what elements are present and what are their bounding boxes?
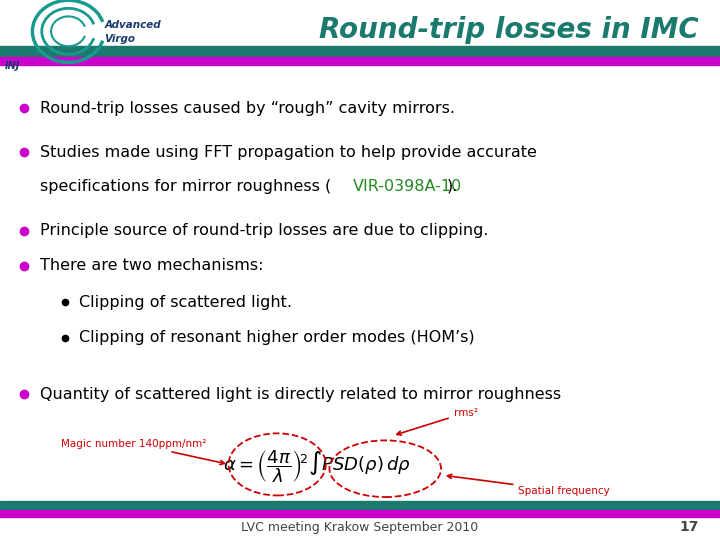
Text: LVC meeting Krakow September 2010: LVC meeting Krakow September 2010 bbox=[241, 521, 479, 534]
Text: Clipping of resonant higher order modes (HOM’s): Clipping of resonant higher order modes … bbox=[79, 330, 474, 345]
Text: Round-trip losses in IMC: Round-trip losses in IMC bbox=[319, 16, 698, 44]
Text: Virgo: Virgo bbox=[104, 34, 135, 44]
Text: Clipping of scattered light.: Clipping of scattered light. bbox=[79, 295, 292, 310]
Text: rms²: rms² bbox=[397, 408, 477, 435]
Text: INJ: INJ bbox=[5, 61, 20, 71]
Text: Principle source of round-trip losses are due to clipping.: Principle source of round-trip losses ar… bbox=[40, 223, 488, 238]
Text: Advanced: Advanced bbox=[104, 20, 161, 30]
Bar bbox=[0, 57, 720, 65]
Text: Magic number 140ppm/nm²: Magic number 140ppm/nm² bbox=[61, 438, 225, 464]
Text: Quantity of scattered light is directly related to mirror roughness: Quantity of scattered light is directly … bbox=[40, 387, 561, 402]
Text: Round-trip losses caused by “rough” cavity mirrors.: Round-trip losses caused by “rough” cavi… bbox=[40, 100, 454, 116]
Bar bbox=[0, 510, 720, 517]
Text: ).: ). bbox=[446, 179, 458, 194]
Text: 17: 17 bbox=[679, 520, 698, 534]
Text: $\alpha = \left(\dfrac{4\pi}{\lambda}\right)^{\!2} \int PSD(\rho)\,d\rho$: $\alpha = \left(\dfrac{4\pi}{\lambda}\ri… bbox=[223, 449, 410, 485]
Text: There are two mechanisms:: There are two mechanisms: bbox=[40, 258, 263, 273]
Bar bbox=[0, 501, 720, 510]
Text: VIR-0398A-10: VIR-0398A-10 bbox=[353, 179, 462, 194]
Bar bbox=[0, 46, 720, 57]
Text: Spatial frequency: Spatial frequency bbox=[447, 474, 610, 496]
Text: specifications for mirror roughness (: specifications for mirror roughness ( bbox=[40, 179, 331, 194]
Text: Studies made using FFT propagation to help provide accurate: Studies made using FFT propagation to he… bbox=[40, 145, 536, 160]
